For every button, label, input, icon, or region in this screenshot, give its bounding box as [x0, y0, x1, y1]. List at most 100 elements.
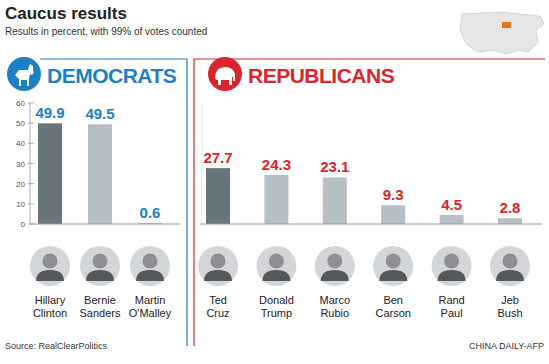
- label-line: Trump: [261, 307, 292, 319]
- portrait-bg: [256, 246, 296, 286]
- category-label: MartinO'Malley: [129, 294, 172, 319]
- portrait-body: [321, 270, 349, 281]
- portrait-bg: [432, 246, 472, 286]
- label-line: Bush: [497, 307, 522, 319]
- portrait-body: [136, 270, 164, 281]
- bar: [440, 215, 464, 224]
- portrait-body: [438, 270, 466, 281]
- label-line: Sanders: [80, 307, 121, 319]
- portrait-body: [36, 270, 64, 281]
- panel-title: REPUBLICANS: [248, 64, 395, 87]
- bar: [323, 177, 347, 224]
- portrait-bg: [315, 246, 355, 286]
- portrait: [373, 246, 413, 286]
- bar: [381, 205, 405, 224]
- portrait-body: [262, 270, 290, 281]
- data-label: 27.7: [203, 149, 232, 166]
- portrait-head: [93, 254, 108, 269]
- portrait: [315, 246, 355, 286]
- data-label: 23.1: [320, 158, 349, 175]
- y-axis-line: [202, 103, 203, 224]
- party-chart: REPUBLICANS 27.7 TedCruz 24.3 DonaldTrump 23.…: [194, 57, 545, 346]
- map-iowa: [502, 22, 511, 28]
- label-line: Carson: [375, 307, 410, 319]
- y-tick: [28, 203, 34, 204]
- labels: 49.9HillaryClinton49.5BernieSanders0.6Ma…: [33, 104, 172, 319]
- category-label: HillaryClinton: [33, 294, 67, 319]
- category-label: TedCruz: [206, 294, 229, 319]
- label-line: Cruz: [206, 307, 229, 319]
- source: Source: RealClearPolitics: [5, 341, 108, 351]
- portrait-bg: [490, 246, 530, 286]
- portrait: [198, 246, 238, 286]
- bars: [206, 168, 522, 224]
- portrait-body: [496, 270, 524, 281]
- label-line: Jeb: [501, 294, 519, 306]
- y-tick: [28, 163, 34, 164]
- category-label: BernieSanders: [80, 294, 121, 319]
- category-label: RandPaul: [438, 294, 464, 319]
- chart-canvas: Caucus results Results in percent, with 9…: [0, 0, 549, 364]
- bar: [498, 218, 522, 224]
- y-tick-label: 60: [16, 99, 25, 108]
- y-tick-label: 10: [16, 200, 25, 209]
- y-tick: [28, 143, 34, 144]
- data-label: 2.8: [500, 199, 521, 216]
- portrait: [432, 246, 472, 286]
- y-tick: [28, 183, 34, 184]
- portrait-body: [379, 270, 407, 281]
- label-line: Rand: [438, 294, 464, 306]
- portrait-bg: [30, 246, 70, 286]
- portrait: [256, 246, 296, 286]
- party-icon: [7, 57, 41, 91]
- party-chart: DEMOCRATS010203040506049.9HillaryClinton…: [7, 57, 187, 346]
- portrait-bg: [130, 246, 170, 286]
- label-line: Bernie: [84, 294, 116, 306]
- portrait-head: [386, 254, 401, 269]
- label-line: Hillary: [35, 294, 66, 306]
- data-label: 24.3: [262, 156, 291, 173]
- portrait-head: [143, 254, 158, 269]
- portrait-head: [43, 254, 58, 269]
- portrait: [30, 246, 70, 286]
- portrait-bg: [198, 246, 238, 286]
- subtitle: Results in percent, with 99% of votes co…: [5, 26, 207, 37]
- party-icon: [208, 57, 242, 91]
- portrait-bg: [373, 246, 413, 286]
- y-tick-label: 40: [16, 139, 25, 148]
- label-line: Marco: [320, 294, 351, 306]
- bar: [88, 124, 112, 224]
- portrait-body: [86, 270, 114, 281]
- elephant: [215, 67, 235, 85]
- y-tick-label: 0: [21, 220, 26, 229]
- bar: [38, 123, 62, 224]
- data-label: 49.5: [85, 105, 114, 122]
- donkey: [15, 64, 34, 86]
- portrait: [490, 246, 530, 286]
- data-label: 9.3: [383, 186, 404, 203]
- baseline: [30, 224, 180, 225]
- bar: [264, 175, 288, 224]
- bar: [206, 168, 230, 224]
- portrait-head: [444, 254, 459, 269]
- portrait-head: [211, 254, 226, 269]
- category-label: DonaldTrump: [259, 294, 294, 319]
- label-line: Ted: [209, 294, 227, 306]
- portrait-bg: [80, 246, 120, 286]
- y-tick-label: 20: [16, 180, 25, 189]
- baseline: [200, 224, 542, 225]
- category-label: BenCarson: [375, 294, 410, 319]
- y-tick-label: 30: [16, 160, 25, 169]
- y-tick: [28, 103, 34, 104]
- credit: CHINA DAILY-AFP: [469, 341, 544, 351]
- portrait-head: [503, 254, 518, 269]
- title: Caucus results: [5, 4, 127, 23]
- page: {"title": "Caucus results", "subtitle": …: [0, 0, 549, 364]
- label-line: Donald: [259, 294, 294, 306]
- portrait-body: [204, 270, 232, 281]
- us-map: [460, 12, 544, 54]
- label-line: Clinton: [33, 307, 67, 319]
- y-tick: [28, 123, 34, 124]
- portrait-head: [327, 254, 342, 269]
- portrait: [80, 246, 120, 286]
